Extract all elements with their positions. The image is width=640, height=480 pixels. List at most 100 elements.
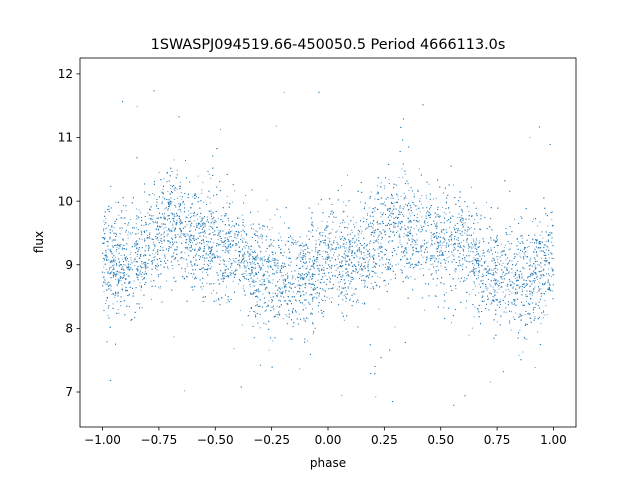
data-point: [204, 260, 206, 262]
data-point: [156, 204, 158, 206]
data-point: [111, 262, 113, 264]
data-point: [273, 245, 275, 247]
data-point: [174, 281, 176, 283]
data-point: [510, 285, 512, 287]
data-point: [459, 280, 461, 282]
data-point: [250, 248, 252, 250]
data-point: [283, 91, 285, 93]
data-point: [296, 293, 298, 295]
data-point: [510, 329, 512, 331]
data-point: [108, 281, 110, 283]
data-point: [121, 211, 123, 213]
data-point: [506, 263, 508, 265]
data-point: [539, 250, 541, 252]
data-point: [222, 245, 224, 247]
data-point: [104, 259, 105, 261]
data-point: [108, 259, 110, 261]
data-point: [103, 220, 105, 222]
data-point: [108, 288, 110, 290]
data-point: [370, 288, 372, 290]
data-point: [377, 248, 379, 250]
data-point: [209, 263, 211, 265]
data-point: [516, 277, 518, 279]
data-point: [130, 233, 132, 235]
data-point: [167, 190, 169, 192]
data-point: [492, 300, 494, 302]
data-point: [315, 293, 317, 295]
data-point: [437, 213, 439, 215]
data-point: [310, 283, 312, 285]
data-point: [256, 301, 258, 303]
data-point: [298, 283, 300, 285]
data-point: [286, 315, 288, 317]
data-point: [408, 227, 410, 229]
data-point: [227, 239, 229, 241]
data-point: [502, 281, 504, 283]
data-point: [113, 258, 115, 260]
data-point: [201, 288, 203, 290]
data-point: [154, 244, 156, 246]
data-point: [527, 302, 529, 304]
data-point: [135, 233, 137, 235]
data-point: [474, 306, 476, 308]
data-point: [475, 285, 477, 287]
data-point: [194, 263, 196, 265]
data-point: [353, 270, 355, 272]
data-point: [178, 203, 180, 205]
data-point: [396, 223, 398, 225]
data-point: [283, 281, 285, 283]
data-point: [291, 241, 292, 243]
data-point: [345, 226, 347, 228]
data-point: [394, 326, 396, 328]
data-point: [316, 268, 318, 270]
data-point: [439, 215, 441, 217]
data-point: [179, 223, 181, 225]
data-point: [340, 281, 342, 283]
data-point: [440, 244, 442, 246]
data-point: [315, 251, 317, 253]
data-point: [498, 285, 500, 286]
data-point: [480, 214, 482, 216]
data-point: [253, 262, 255, 264]
data-point: [497, 269, 499, 271]
data-point: [248, 248, 250, 250]
data-point: [425, 230, 427, 232]
data-point: [385, 284, 387, 286]
data-point: [399, 239, 401, 241]
data-point: [315, 240, 317, 242]
data-point: [478, 266, 480, 268]
data-point: [386, 269, 388, 271]
data-point: [257, 211, 259, 213]
data-point: [360, 263, 362, 265]
data-point: [475, 270, 477, 272]
data-point: [413, 193, 415, 195]
data-point: [192, 213, 194, 215]
data-point: [173, 221, 175, 223]
data-point: [133, 280, 135, 282]
data-point: [311, 278, 313, 280]
data-point: [271, 245, 273, 247]
data-point: [359, 226, 361, 227]
data-point: [127, 234, 129, 236]
data-point: [231, 264, 233, 266]
data-point: [111, 294, 113, 296]
data-point: [492, 296, 494, 297]
data-point: [430, 263, 432, 265]
data-point: [278, 286, 280, 288]
data-point: [366, 257, 368, 259]
data-point: [162, 188, 164, 190]
data-point: [283, 265, 285, 267]
data-point: [191, 242, 193, 244]
data-point: [504, 302, 506, 304]
data-point: [315, 280, 316, 282]
data-point: [346, 272, 348, 274]
data-point: [405, 250, 407, 252]
data-point: [305, 262, 307, 264]
data-point: [318, 293, 320, 295]
data-point: [445, 213, 447, 215]
data-point: [357, 233, 359, 235]
data-point: [191, 216, 193, 218]
data-point: [243, 246, 245, 248]
data-point: [493, 272, 495, 274]
data-point: [262, 228, 264, 230]
